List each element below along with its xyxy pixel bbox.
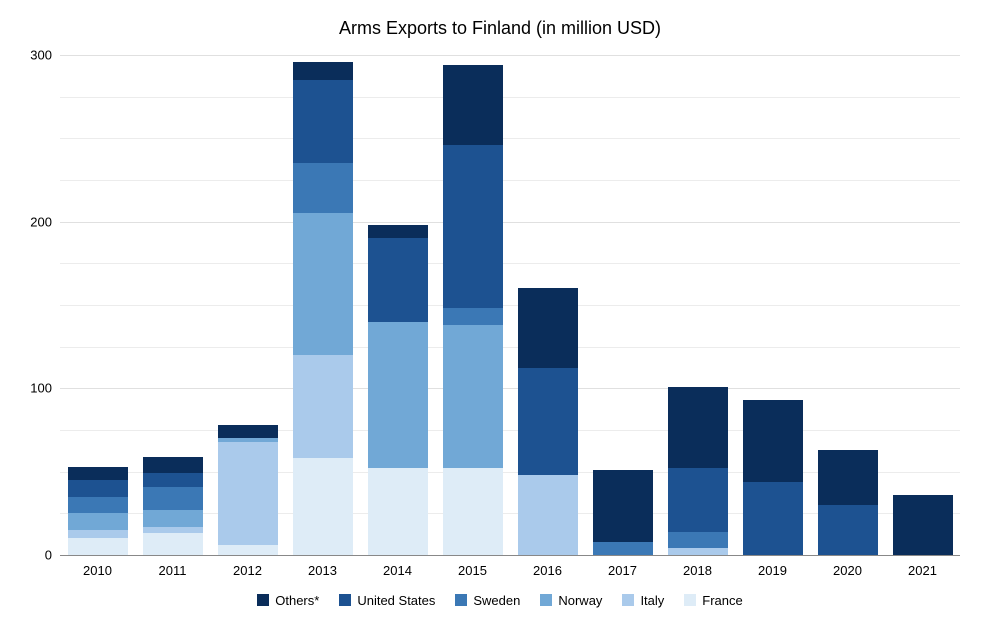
bar-segment-others — [818, 450, 878, 505]
y-tick-label: 100 — [12, 381, 52, 396]
legend-swatch — [339, 594, 351, 606]
bar-group — [743, 55, 803, 555]
y-tick-label: 200 — [12, 214, 52, 229]
legend-swatch — [684, 594, 696, 606]
bar-segment-us — [68, 480, 128, 497]
legend-label: France — [702, 593, 742, 608]
legend-item-us: United States — [339, 593, 435, 608]
bar-segment-italy — [518, 475, 578, 555]
x-tick-label: 2017 — [608, 563, 637, 578]
x-tick-label: 2015 — [458, 563, 487, 578]
bar-segment-sweden — [443, 308, 503, 325]
legend-item-sweden: Sweden — [455, 593, 520, 608]
bar-segment-france — [218, 545, 278, 555]
legend-item-italy: Italy — [622, 593, 664, 608]
bar-segment-italy — [143, 527, 203, 534]
legend-swatch — [455, 594, 467, 606]
legend: Others* United States Sweden Norway Italy Fra… — [0, 593, 1000, 610]
x-axis-line — [60, 555, 960, 556]
bar-segment-italy — [668, 548, 728, 555]
x-tick-label: 2019 — [758, 563, 787, 578]
bar-segment-others — [143, 457, 203, 474]
bar-segment-france — [293, 458, 353, 555]
legend-label: Norway — [558, 593, 602, 608]
x-tick-label: 2011 — [159, 563, 187, 578]
bar-segment-others — [68, 467, 128, 480]
bar-group — [293, 55, 353, 555]
x-tick-label: 2013 — [308, 563, 337, 578]
x-tick-label: 2010 — [83, 563, 112, 578]
bar-segment-others — [668, 387, 728, 469]
bar-segment-others — [743, 400, 803, 482]
bar-group — [143, 55, 203, 555]
bar-segment-us — [818, 505, 878, 555]
x-tick-label: 2021 — [908, 563, 937, 578]
legend-label: Others* — [275, 593, 319, 608]
bar-segment-us — [743, 482, 803, 555]
x-tick-label: 2012 — [233, 563, 262, 578]
bar-group — [668, 55, 728, 555]
bar-segment-italy — [68, 530, 128, 538]
y-tick-label: 0 — [12, 548, 52, 563]
bar-segment-norway — [68, 513, 128, 530]
bar-segment-others — [593, 470, 653, 542]
bar-group — [443, 55, 503, 555]
bar-group — [368, 55, 428, 555]
bar-group — [818, 55, 878, 555]
bar-segment-norway — [218, 438, 278, 441]
x-tick-label: 2020 — [833, 563, 862, 578]
bar-segment-us — [518, 368, 578, 475]
bar-segment-italy — [218, 442, 278, 545]
legend-item-france: France — [684, 593, 742, 608]
bar-segment-sweden — [143, 487, 203, 510]
chart-title: Arms Exports to Finland (in million USD) — [0, 18, 1000, 39]
bar-segment-others — [893, 495, 953, 555]
bar-segment-sweden — [293, 163, 353, 213]
bar-segment-sweden — [668, 532, 728, 549]
bar-segment-france — [443, 468, 503, 555]
bar-segment-italy — [293, 355, 353, 458]
bar-segment-sweden — [68, 497, 128, 514]
bar-segment-us — [293, 80, 353, 163]
legend-swatch — [622, 594, 634, 606]
bar-segment-france — [368, 468, 428, 555]
bar-segment-norway — [143, 510, 203, 527]
bar-segment-norway — [293, 213, 353, 355]
bar-group — [218, 55, 278, 555]
legend-item-norway: Norway — [540, 593, 602, 608]
bar-segment-sweden — [593, 542, 653, 555]
x-tick-label: 2014 — [383, 563, 412, 578]
bar-segment-us — [143, 473, 203, 486]
bar-segment-us — [443, 145, 503, 308]
legend-swatch — [257, 594, 269, 606]
bar-segment-norway — [443, 325, 503, 468]
bar-segment-norway — [368, 322, 428, 469]
bar-segment-others — [443, 65, 503, 145]
x-tick-label: 2016 — [533, 563, 562, 578]
bar-segment-france — [143, 533, 203, 555]
legend-item-others: Others* — [257, 593, 319, 608]
bar-segment-us — [668, 468, 728, 531]
bar-group — [893, 55, 953, 555]
bar-segment-others — [518, 288, 578, 368]
bar-segment-others — [368, 225, 428, 238]
legend-swatch — [540, 594, 552, 606]
legend-label: Sweden — [473, 593, 520, 608]
bar-segment-us — [368, 238, 428, 321]
x-tick-label: 2018 — [683, 563, 712, 578]
bar-segment-france — [68, 538, 128, 555]
bar-segment-others — [293, 62, 353, 80]
bar-group — [518, 55, 578, 555]
plot-area — [60, 55, 960, 555]
y-tick-label: 300 — [12, 48, 52, 63]
legend-label: Italy — [640, 593, 664, 608]
bar-group — [68, 55, 128, 555]
legend-label: United States — [357, 593, 435, 608]
bar-segment-others — [218, 425, 278, 438]
chart-container: Arms Exports to Finland (in million USD)… — [0, 0, 1000, 621]
bar-group — [593, 55, 653, 555]
